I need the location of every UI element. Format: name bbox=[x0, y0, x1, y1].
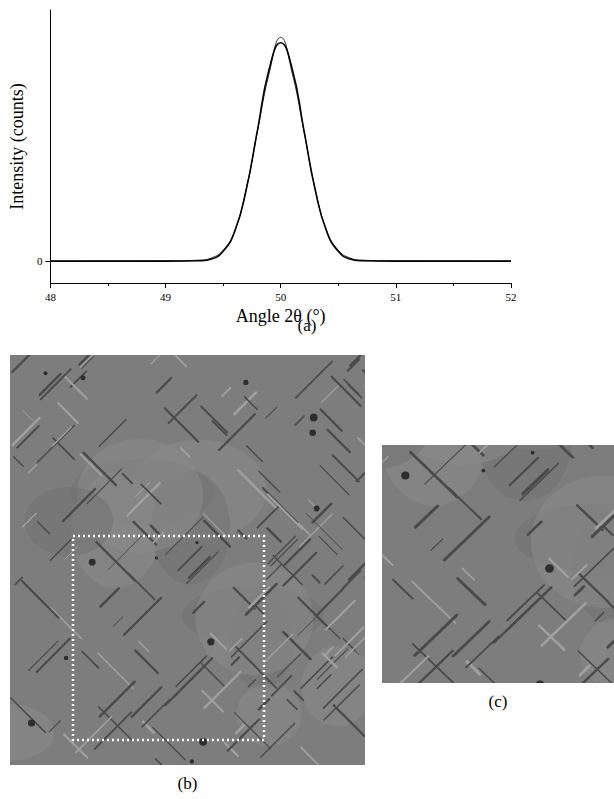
svg-text:50: 50 bbox=[275, 291, 287, 303]
svg-text:49: 49 bbox=[160, 291, 172, 303]
html-text:(c): (c) bbox=[488, 692, 508, 711]
svg-text:0: 0 bbox=[37, 255, 43, 267]
html-text:(b): (b) bbox=[177, 774, 198, 793]
svg-text:51: 51 bbox=[390, 291, 401, 303]
svg-text:Intensity (counts): Intensity (counts) bbox=[7, 83, 28, 209]
svg-text:(a): (a) bbox=[298, 316, 317, 335]
svg-text:52: 52 bbox=[506, 291, 517, 303]
svg-text:Angle 2θ (°): Angle 2θ (°) bbox=[235, 306, 326, 326]
svg-text:48: 48 bbox=[45, 291, 57, 303]
